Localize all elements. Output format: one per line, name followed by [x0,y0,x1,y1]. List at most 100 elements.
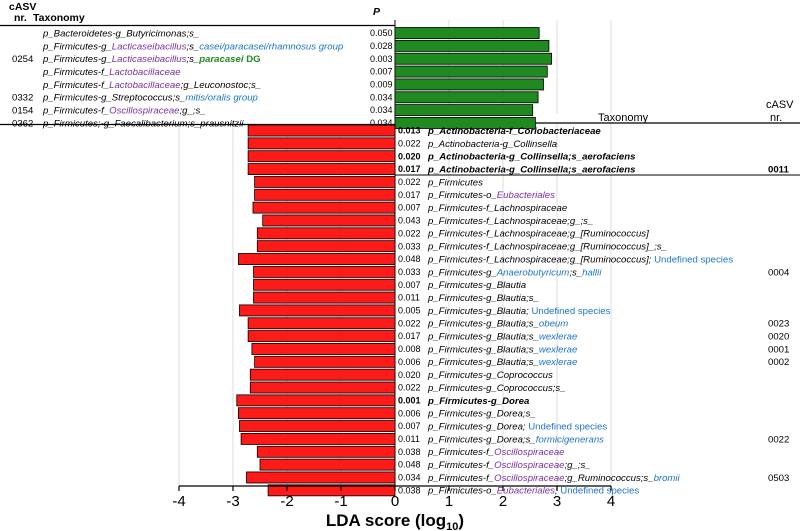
taxon-part: Anaerobutyricum [496,267,570,278]
lda-bar-enriched [394,91,539,104]
x-axis: -4 -3 -2 -1 0 1 2 3 4 [172,485,615,510]
p-value: 0.020 [398,370,421,380]
casv-id: 0254 [12,54,34,65]
taxon-part: Undefined species [529,306,611,317]
lda-bar-depleted [247,150,396,163]
p-value: 0.043 [398,216,421,226]
taxon-part: p_Firmicutes-g_Blautia;s_ [427,293,539,304]
taxon-part: formicigenerans [536,434,604,445]
p-value: 0.011 [398,293,420,303]
taxon-part: Lacticaseibacillus [112,41,187,52]
lda-bar-depleted [259,458,396,471]
p-value: 0.033 [398,241,421,251]
taxon-part: wexlerae [539,332,577,343]
taxon-part: Butyricimonas [126,28,186,39]
taxon-part: ;s_ [186,54,199,65]
taxon-label: p_Firmicutes-g_Blautia;s_wexlerae [427,357,577,368]
taxon-part: Undefined species [526,421,608,432]
taxon-part: p_Firmicutes-g_Dorea;s_ [427,434,536,445]
lda-bar-depleted [253,291,396,304]
taxon-part: p_Firmicutes-g_Coprococcus [427,370,553,381]
taxon-label: p_Firmicutes-g_Blautia;s_wexlerae [427,332,577,343]
taxon-part: p_Firmicutes-g_Dorea [427,396,530,407]
lda-bar-enriched [394,52,553,65]
casv-id: 0004 [768,267,790,278]
x-tick-label: -3 [226,493,239,510]
taxon-part: ;g_Leuconostoc;s_ [181,80,262,91]
lda-bar-depleted [247,124,396,137]
taxon-label: p_Actinobacteria-g_Collinsella;s_aerofac… [427,164,635,175]
casv-header-line2: nr. [14,12,27,24]
taxon-label: p_Actinobacteria-g_Collinsella [427,139,557,150]
taxon-part: p_Firmicutes-g_Blautia; [427,306,529,317]
lda-bar-depleted [249,381,396,394]
taxon-part: paracasei [198,54,244,65]
taxon-part: ;s_ [569,267,582,278]
taxon-label: p_Firmicutes-f_Oscillospiraceae [427,447,565,458]
lda-bar-depleted [247,137,396,150]
p-value: 0.038 [398,485,421,495]
taxon-part: Lactobacillaceae [109,80,180,91]
lda-bar-enriched [394,78,544,91]
taxon-label: p_Firmicutes-g_Coprococcus;s_ [427,383,566,394]
lda-bar-depleted [256,445,396,458]
x-tick-label: -1 [334,493,347,510]
taxon-part: Oscillospiraceae [494,460,564,471]
taxon-part: Oscillospiraceae [494,447,564,458]
taxon-part: p_Firmicutes-f_ [427,473,494,484]
taxon-part: p_Actinobacteria-g_Collinsella [427,139,557,150]
taxon-part: Eubacteriales [497,190,555,201]
x-tick-label: 3 [553,493,561,510]
taxon-part: p_Bacteroidetes-g_ [42,28,126,39]
lda-bar-depleted [256,227,396,240]
lda-bar-depleted [262,214,396,227]
p-value: 0.022 [398,177,421,187]
lda-bar-enriched [394,65,548,78]
p-value: 0.006 [398,408,421,418]
lda-bar-depleted [247,163,396,176]
taxon-part: p_Firmicutes-g_Dorea; [427,421,526,432]
p-value: 0.034 [370,118,393,128]
casv-id: 0362 [12,118,33,129]
taxon-part: ;s_ [186,28,199,39]
lda-bar-depleted [256,240,396,253]
taxon-part: p_Firmicutes-g_Coprococcus;s_ [427,383,566,394]
lda-bar-depleted [237,407,396,420]
p-value: 0.001 [398,395,421,405]
p-value: 0.034 [398,473,421,483]
taxon-label: p_Firmicutes-f_Lachnospiraceae [427,203,567,214]
taxon-part: casei/paracasei/rhamnosus group [199,41,344,52]
casv-id: 0002 [768,357,789,368]
taxon-part: p_Firmicutes-g_Dorea;s_ [427,409,536,420]
p-value: 0.009 [370,80,393,90]
p-value: 0.007 [398,280,421,290]
lda-bar-depleted [239,420,396,432]
p-value: 0.003 [370,54,393,64]
taxon-label: p_Firmicutes-g_Lacticaseibacillus;s_para… [42,54,261,65]
taxon-part: Oscillospiraceae [494,473,564,484]
taxon-label: p_Firmicutes-g_Dorea [427,396,530,407]
p-value: 0.008 [398,344,421,354]
bars-group [236,27,553,497]
taxon-label: p_Firmicutes-g_Blautia;s_wexlerae [427,344,577,355]
p-value: 0.022 [398,383,421,393]
taxon-part: p_Actinobacteria-g_Collinsella;s_aerofac… [427,152,635,163]
casv-id: 0023 [768,319,789,330]
lda-bar-depleted [253,265,396,278]
casv-id: 0022 [768,434,789,445]
taxon-part: p_Firmicutes-f_Lachnospiraceae;g_[Rumino… [427,242,667,253]
taxon-part: Undefined species [651,254,733,265]
lda-bar-depleted [247,330,396,343]
taxon-label: p_Firmicutes-g_Blautia; Undefined specie… [427,306,611,317]
casv-id: 0001 [768,344,789,355]
taxon-part: p_Firmicutes-f_Lachnospiraceae;g_[Rumino… [427,229,649,240]
p-value: 0.013 [398,126,421,136]
p-value: 0.022 [398,138,421,148]
lda-bar-depleted [246,471,396,484]
lda-bar-depleted [237,253,396,265]
taxon-label: p_Firmicutes-o_Eubacteriales; Undefined … [427,486,639,497]
p-value: 0.034 [370,105,393,115]
p-value: 0.034 [370,92,393,102]
lda-bar-depleted [249,368,396,381]
